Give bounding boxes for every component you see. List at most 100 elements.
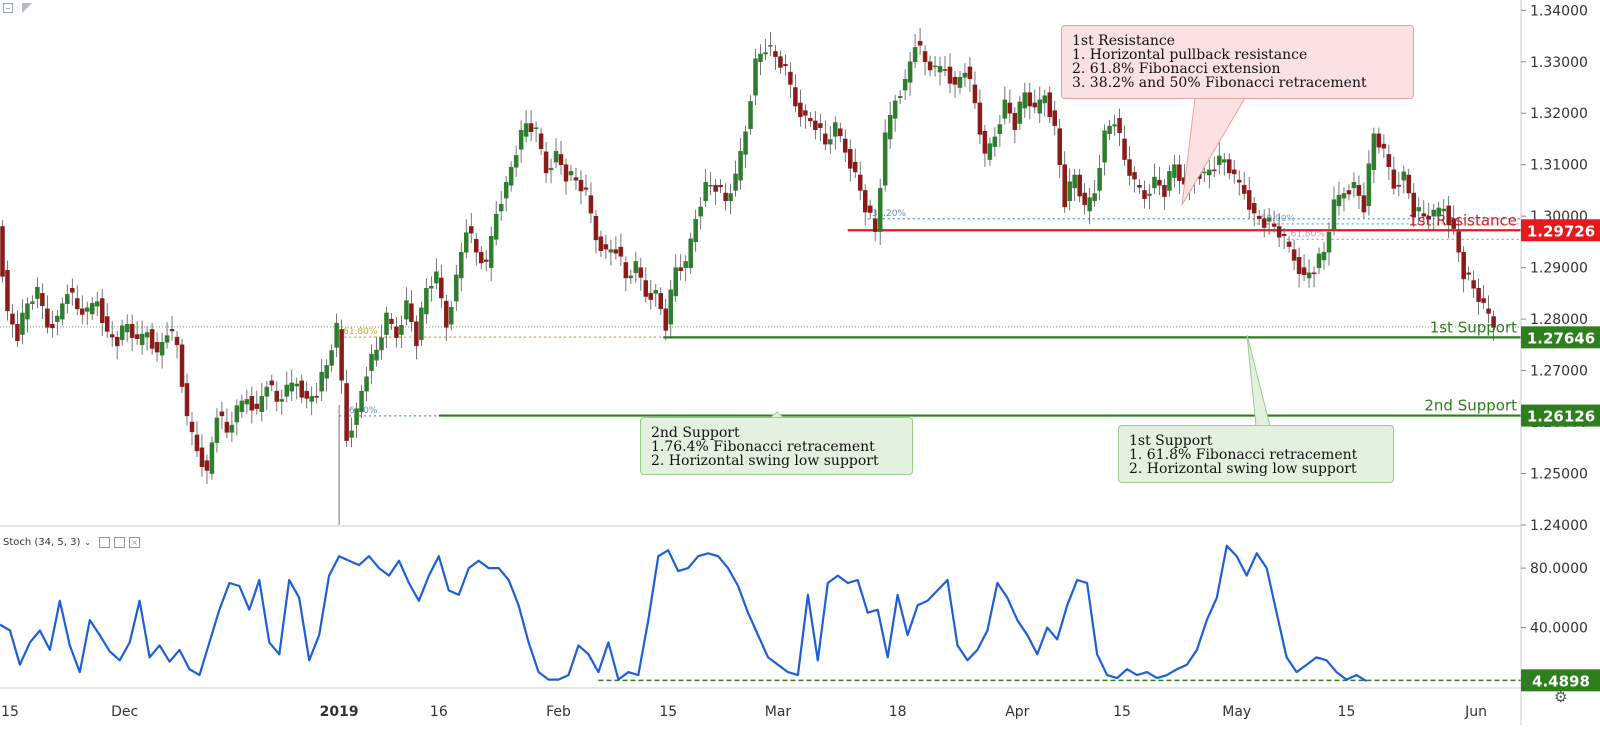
candle-body [902, 79, 908, 91]
candle-body [1097, 168, 1102, 191]
candle-body [75, 298, 80, 310]
candle-body [1341, 193, 1347, 199]
candle-body [548, 168, 554, 171]
candle-body [478, 251, 484, 264]
time-tick-label: Apr [1005, 704, 1029, 720]
candle-body [663, 308, 668, 331]
candle-body [917, 40, 923, 46]
candle-body [628, 275, 634, 279]
candle-body [299, 380, 304, 398]
candle-body [1321, 251, 1327, 261]
candle-body [1426, 215, 1431, 220]
candle-body [708, 185, 713, 187]
candle-body [942, 69, 948, 71]
price-tick-label: 1.32000 [1530, 106, 1588, 122]
time-tick-label: 15 [1113, 704, 1131, 720]
candle-body [763, 52, 768, 55]
candle-body [793, 87, 798, 107]
eye-icon[interactable] [99, 537, 111, 548]
candle-body [409, 303, 414, 322]
resistance-annotation: 1st Resistance 1. Horizontal pullback re… [1061, 25, 1414, 99]
candle-body [65, 294, 70, 304]
candle-body [588, 195, 594, 214]
candle-body [259, 396, 265, 413]
candle-body [1032, 102, 1038, 108]
candle-body [1396, 185, 1402, 187]
candle-body [90, 302, 95, 315]
candle-body [738, 151, 743, 181]
fib-label: 61.80% [1291, 229, 1326, 239]
candle-body [912, 47, 918, 63]
annotation-line: 2nd Support [651, 425, 740, 441]
candle-body [768, 45, 773, 47]
candle-body [1207, 169, 1212, 176]
candle-body [1047, 92, 1052, 118]
candle-body [932, 65, 938, 68]
candle-body [972, 84, 978, 104]
settings-small-icon[interactable] [114, 537, 126, 548]
candle-body [189, 421, 195, 433]
candle-body [279, 399, 285, 402]
candle-body [758, 53, 763, 63]
gear-icon[interactable]: ⚙ [1554, 688, 1568, 706]
candle-body [1281, 233, 1287, 236]
candle-body [723, 192, 728, 201]
candle-body [1232, 169, 1237, 175]
candle-body [464, 232, 469, 253]
candle-body [1072, 174, 1077, 189]
candle-body [693, 219, 698, 243]
candle-body [907, 61, 913, 83]
annotation-line: 1. Horizontal pullback resistance [1072, 47, 1308, 63]
candle-body [1471, 280, 1476, 289]
stoch-level-label: 4.4898 [1532, 672, 1590, 690]
candle-body [1481, 298, 1486, 303]
candle-body [224, 421, 230, 433]
candle-body [1371, 133, 1377, 171]
candle-body [5, 269, 10, 312]
candle-body [618, 246, 624, 257]
candle-body [439, 277, 444, 299]
candle-body [633, 261, 639, 274]
candle-body [1456, 231, 1461, 253]
square-minus-icon[interactable] [3, 3, 13, 13]
chevron-down-icon[interactable]: ⌄ [84, 538, 92, 547]
candle-body [778, 56, 783, 68]
candle-body [1152, 176, 1157, 189]
candle-body [179, 344, 185, 387]
candle-body [1202, 171, 1207, 174]
candle-body [608, 249, 614, 253]
resistance-pointer [1181, 97, 1246, 206]
candle-body [209, 442, 215, 474]
candle-body [119, 325, 125, 340]
candle-body [892, 100, 898, 119]
candle-body [369, 353, 374, 371]
price-tick-label: 1.24000 [1530, 518, 1588, 534]
candle-body [424, 287, 429, 315]
stoch-legend[interactable]: Stoch (34, 5, 3) ⌄ × [3, 537, 141, 548]
price-tick-label: 1.34000 [1530, 3, 1588, 19]
candle-body [1266, 217, 1272, 222]
candle-body [813, 120, 818, 130]
candle-body [1381, 143, 1387, 149]
candle-body [1212, 169, 1217, 172]
candle-body [1416, 207, 1422, 212]
stoch-k-line [0, 544, 1367, 683]
corner-flag-icon[interactable] [22, 3, 32, 13]
stoch-tick-label: 40.0000 [1530, 621, 1588, 637]
candle-body [339, 329, 344, 381]
candle-body [25, 303, 30, 320]
candle-body [922, 51, 928, 63]
candle-body [94, 301, 100, 307]
candle-body [887, 115, 893, 140]
candle-body [184, 383, 190, 417]
candle-body [1491, 316, 1496, 328]
time-tick-label: 18 [889, 704, 907, 720]
candle-body [523, 123, 529, 137]
candle-body [838, 128, 843, 137]
time-tick-label: May [1222, 704, 1251, 720]
candle-body [149, 329, 155, 349]
candle-body [15, 324, 20, 341]
close-icon[interactable]: × [129, 537, 141, 548]
candle-body [354, 408, 359, 425]
